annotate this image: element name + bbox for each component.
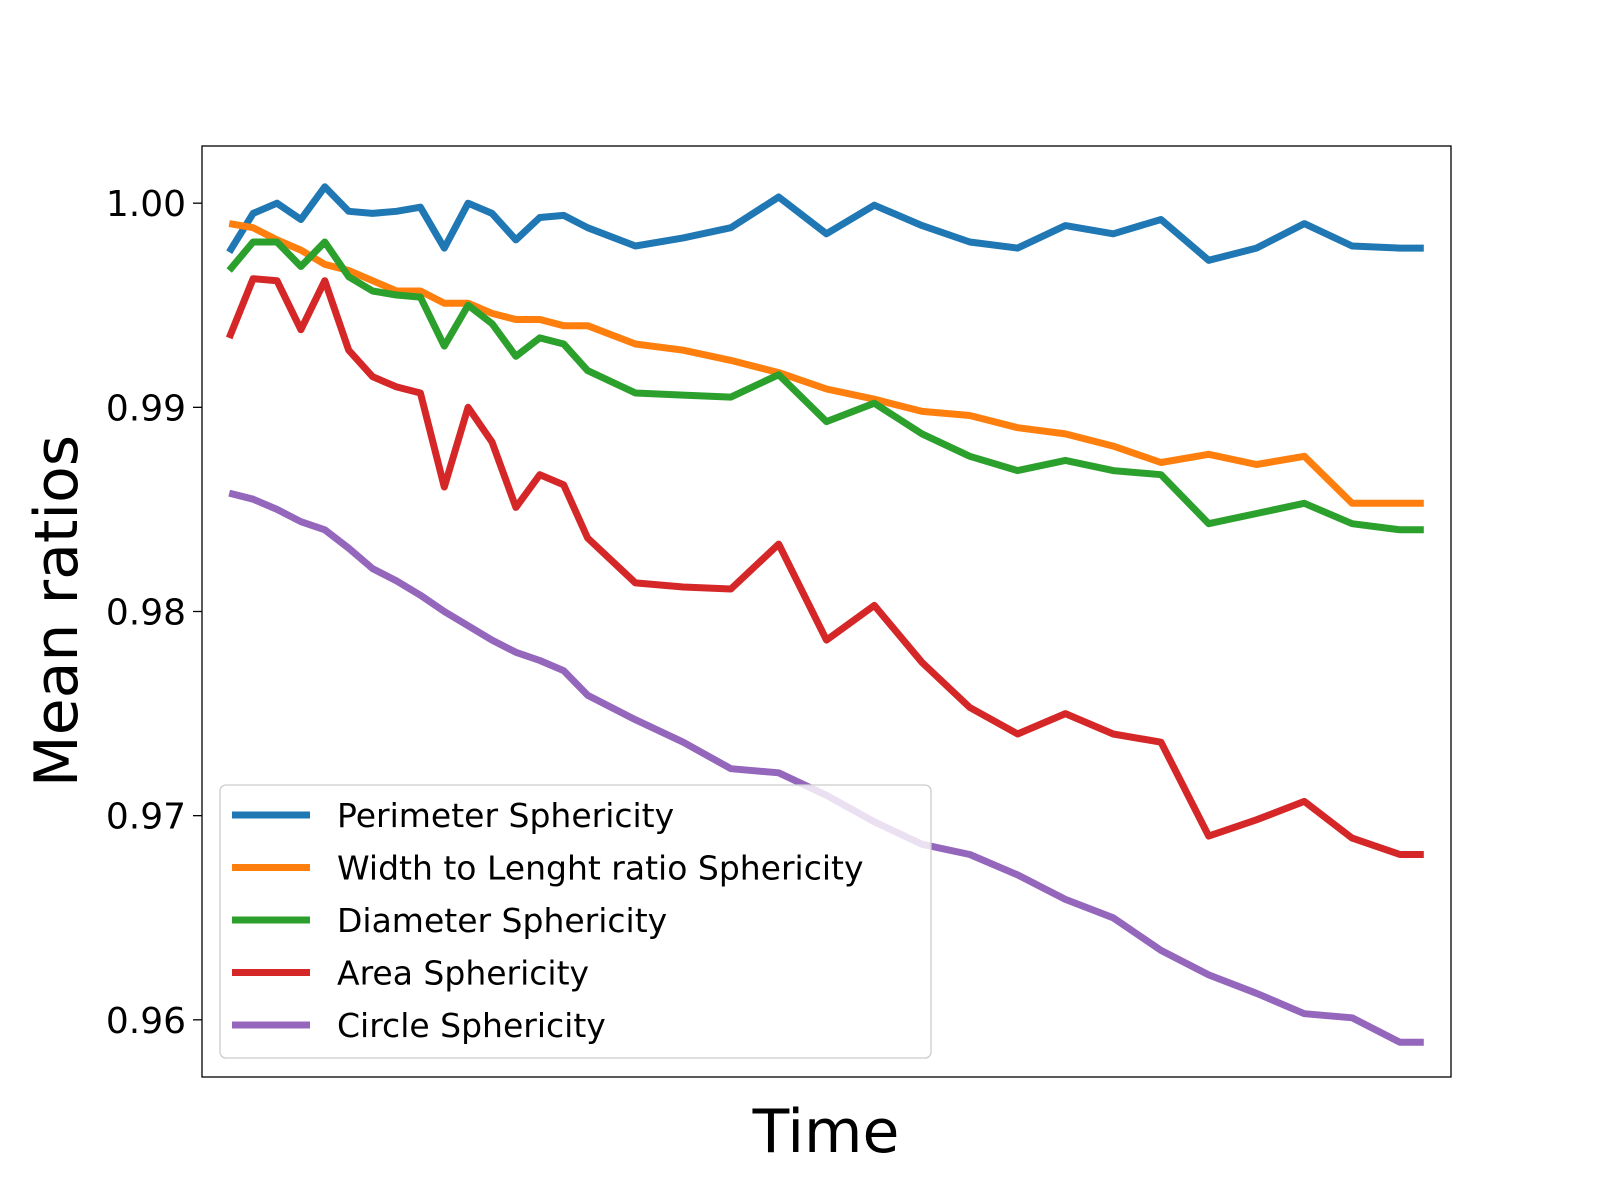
y-tick-label: 1.00 — [106, 184, 186, 225]
y-tick-label: 0.96 — [106, 1001, 186, 1042]
series-line-circle-sphericity — [228, 489, 1424, 1046]
y-tick-label: 0.97 — [106, 797, 186, 838]
legend-label: Diameter Sphericity — [337, 901, 667, 940]
series-line-area-sphericity — [225, 275, 1424, 858]
series-line-width-to-lenght-ratio-sphericity — [228, 220, 1424, 507]
legend: Perimeter Sphericity Width to Lenght rati… — [219, 784, 932, 1059]
legend-label: Perimeter Sphericity — [337, 796, 674, 835]
y-axis-label: Mean ratios — [22, 435, 92, 787]
series-lines — [225, 183, 1424, 1046]
legend-box — [219, 784, 932, 1059]
legend-label: Width to Lenght ratio Sphericity — [337, 849, 864, 888]
y-tick-label: 0.98 — [106, 593, 186, 634]
plot-frame — [201, 145, 1452, 1078]
legend-label: Circle Sphericity — [337, 1006, 606, 1045]
series-line-diameter-sphericity — [226, 238, 1424, 534]
y-tick-label: 0.99 — [106, 388, 186, 429]
x-axis-label: Time — [752, 1097, 900, 1167]
legend-entries: Perimeter Sphericity Width to Lenght rati… — [232, 796, 864, 1045]
series-line-perimeter-sphericity — [226, 183, 1424, 264]
legend-label: Area Sphericity — [337, 954, 589, 993]
y-axis-ticks: 0.96 0.97 0.98 0.99 1.00 — [106, 184, 202, 1042]
